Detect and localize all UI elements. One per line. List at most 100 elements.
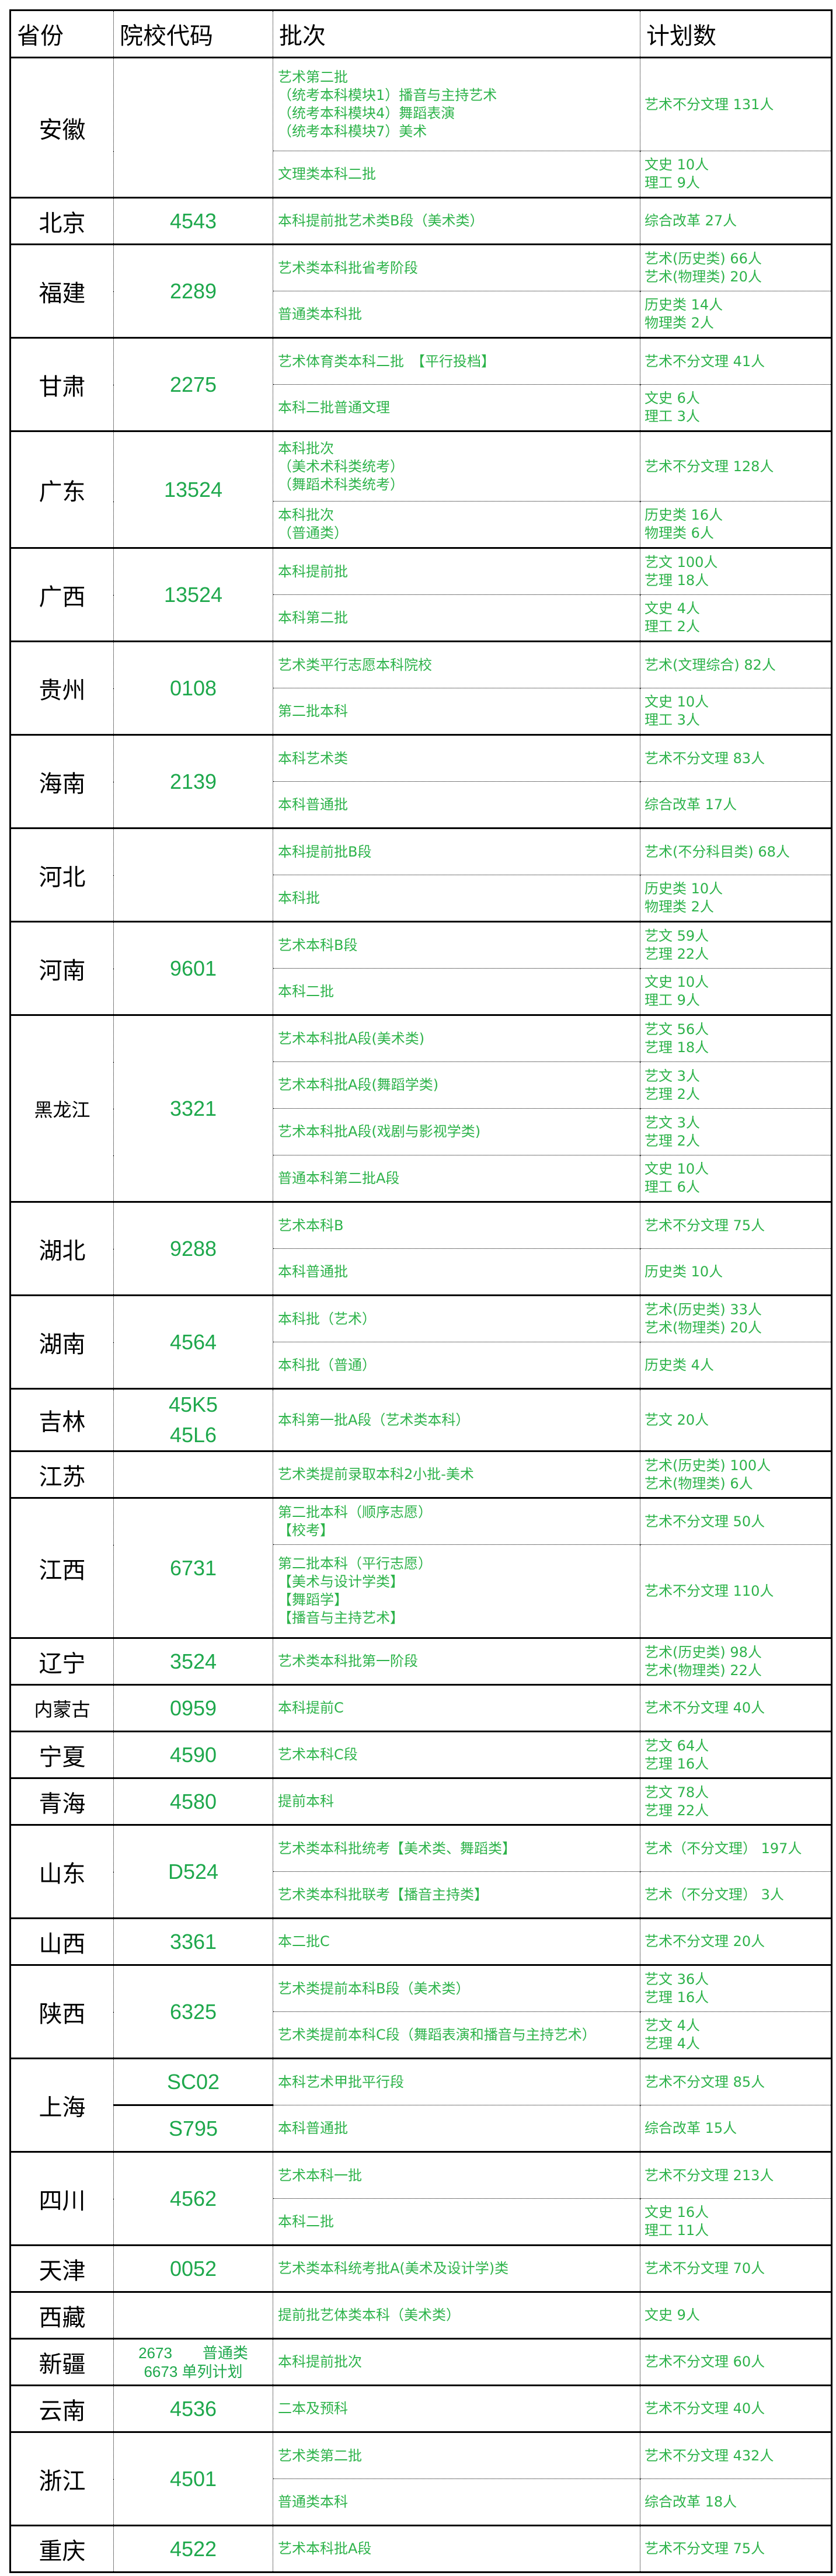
plan-count-cell: 艺术不分文理 75人: [640, 1201, 832, 1249]
school-code-line: 3524: [169, 1649, 217, 1673]
header-batch: 批次: [273, 10, 640, 58]
plan-count-line: 艺术不分文理 40人: [645, 2400, 765, 2417]
plan-count-line: 艺术不分文理 40人: [645, 1700, 765, 1716]
batch-cell: 本科第一批A段（艺术类本科）: [273, 1388, 640, 1451]
plan-count-line: 理工 9人: [645, 175, 700, 191]
school-code-line: 45L6: [169, 1423, 217, 1447]
plan-count-line: 艺术（不分文理） 197人: [645, 1840, 802, 1857]
batch-cell: 本科二批普通文理: [273, 384, 640, 431]
plan-count-cell: 艺术不分文理 40人: [640, 2384, 832, 2432]
plan-count-line: 艺文 59人: [645, 928, 709, 944]
table-row: 海南 2139 本科艺术类 艺术不分文理 83人: [10, 734, 832, 829]
header-school-code: 院校代码: [113, 10, 273, 58]
batch-line: 本科二批: [278, 983, 334, 1000]
province-cell: 天津: [10, 2244, 114, 2293]
batch-line: 本科第一批A段（艺术类本科）: [278, 1411, 470, 1428]
plan-count-cell: 艺术不分文理 128人: [640, 430, 832, 502]
batch-line: 艺术本科批A段(美术类): [278, 1030, 425, 1047]
school-code-cell: 4501: [113, 2431, 273, 2526]
province-cell: 广西: [10, 547, 114, 642]
table-row: 本科批（普通） 历史类 4人: [11, 1342, 832, 1389]
batch-line: 本科提前C: [278, 1700, 344, 1716]
plan-count-line: 艺术不分文理 128人: [645, 458, 774, 475]
plan-count-line: 历史类 14人: [645, 297, 723, 313]
plan-count-cell: 文史 10人 理工 3人: [640, 688, 832, 735]
plan-count-line: 历史类 10人: [645, 1263, 723, 1280]
plan-count-line: 艺文 3人: [645, 1067, 700, 1084]
batch-line: 本科艺术类: [278, 750, 348, 767]
province-cell: 黑龙江: [10, 1014, 114, 1203]
school-code-cell: 13524: [113, 547, 273, 642]
table-header-row: 省份 院校代码 批次 计划数: [10, 10, 832, 58]
province-cell: 江西: [10, 1497, 114, 1639]
plan-count-line: 理工 11人: [645, 2222, 709, 2239]
batch-line: （统考本科模块1）播音与主持艺术: [278, 87, 497, 103]
plan-count-line: 综合改革 17人: [645, 796, 737, 813]
school-code-cell: 2139: [113, 734, 273, 829]
plan-count-line: 艺术不分文理 75人: [645, 2540, 765, 2557]
school-code-cell: 3524: [113, 1637, 273, 1686]
school-code-cell: 6325: [113, 1964, 273, 2059]
batch-line: 本科二批: [278, 2213, 334, 2230]
school-code-line: 0959: [169, 1696, 217, 1720]
plan-count-line: 艺术(历史类) 100人: [645, 1457, 771, 1474]
plan-count-line: 艺术不分文理 110人: [645, 1582, 774, 1599]
batch-cell: 艺术本科批A段: [273, 2525, 640, 2572]
plan-count-cell: 艺文 4人 艺理 4人: [640, 2011, 832, 2059]
batch-line: 本科批（艺术）: [278, 1310, 376, 1327]
table-row: 河北 本科提前批B段 艺术(不分科目类) 68人: [10, 827, 832, 923]
province-cell: 广东: [10, 430, 114, 549]
table-row: 本科第二批 文史 4人 理工 2人: [11, 594, 832, 642]
plan-count-cell: 艺术不分文理 432人: [640, 2431, 832, 2479]
school-code-line: 4562: [169, 2186, 217, 2211]
table-row: 内蒙古 0959 本科提前C 艺术不分文理 40人: [10, 1684, 832, 1732]
plan-count-line: 文史 10人: [645, 974, 709, 990]
table-row: 艺术类提前本科C段（舞蹈表演和播音与主持艺术） 艺文 4人 艺理 4人: [11, 2011, 832, 2059]
plan-count-cell: 艺文 36人 艺理 16人: [640, 1964, 832, 2012]
plan-count-line: 物理类 2人: [645, 315, 714, 331]
table-row: 辽宁 3524 艺术类本科批第一阶段 艺术(历史类) 98人 艺术(物理类) 22人: [10, 1637, 832, 1686]
batch-line: 本科普通批: [278, 796, 348, 813]
province-cell: 海南: [10, 734, 114, 829]
batch-cell: 艺术本科一批: [273, 2151, 640, 2199]
table-row: 本科批次 （普通类） 历史类 16人 物理类 6人: [11, 501, 832, 548]
province-cell: 内蒙古: [10, 1684, 114, 1732]
batch-cell: 本科提前批艺术类B段（美术类）: [273, 197, 640, 245]
plan-count-line: 物理类 6人: [645, 525, 714, 541]
plan-count-line: 艺术(物理类) 6人: [645, 1475, 753, 1492]
school-code-line: 13524: [163, 477, 223, 502]
plan-count-line: 文史 10人: [645, 1161, 709, 1177]
batch-line: 艺术本科一批: [278, 2167, 362, 2184]
batch-line: 艺术类本科批联考【播音主持类】: [278, 1886, 488, 1903]
plan-count-cell: 艺术(不分科目类) 68人: [640, 827, 832, 875]
table-row: 宁夏 4590 艺术本科C段 艺文 64人 艺理 16人: [10, 1731, 832, 1779]
table-row: 山西 3361 本二批C 艺术不分文理 20人: [10, 1917, 832, 1966]
plan-count-line: 物理类 2人: [645, 899, 714, 915]
table-row: 普通类本科 综合改革 18人: [11, 2478, 832, 2526]
school-code-cell: 3321: [113, 1014, 273, 1203]
plan-count-cell: 艺术不分文理 20人: [640, 1917, 832, 1965]
plan-count-line: 艺文 36人: [645, 1971, 709, 1987]
batch-cell: 本科批次 （美术术科类统考） （舞蹈术科类统考）: [273, 430, 640, 502]
batch-cell: 本二批C: [273, 1917, 640, 1965]
plan-count-cell: 历史类 10人 物理类 2人: [640, 875, 832, 922]
batch-line: 第二批本科（顺序志愿）: [278, 1504, 432, 1520]
plan-count-line: 艺术(物理类) 22人: [645, 1662, 762, 1679]
plan-count-line: 文史 6人: [645, 390, 700, 406]
school-code-cell: [113, 1450, 273, 1499]
plan-count-cell: 艺文 20人: [640, 1388, 832, 1451]
plan-count-cell: 综合改革 27人: [640, 197, 832, 245]
batch-line: 艺术本科C段: [278, 1746, 358, 1763]
school-code-line: 2289: [169, 279, 217, 303]
admission-plan-table: 省份 院校代码 批次 计划数 安徽 艺术第二批 （统考本科模块1）播音与主持艺术 （统…: [9, 9, 832, 2573]
table-row: 四川 4562 艺术本科一批 艺术不分文理 213人: [10, 2151, 832, 2246]
batch-line: 二本及预科: [278, 2400, 348, 2417]
table-row: 本科普通批 综合改革 17人: [11, 781, 832, 829]
batch-line: 文理类本科二批: [278, 165, 376, 182]
batch-line: 本科普通批: [278, 2119, 348, 2136]
batch-cell: 本科批（艺术）: [273, 1294, 640, 1342]
batch-line: 本科提前批B段: [278, 843, 372, 860]
plan-count-cell: 艺术(文理综合) 82人: [640, 640, 832, 688]
school-code-line: 6731: [169, 1555, 217, 1580]
plan-count-cell: 艺术（不分文理） 197人: [640, 1824, 832, 1872]
